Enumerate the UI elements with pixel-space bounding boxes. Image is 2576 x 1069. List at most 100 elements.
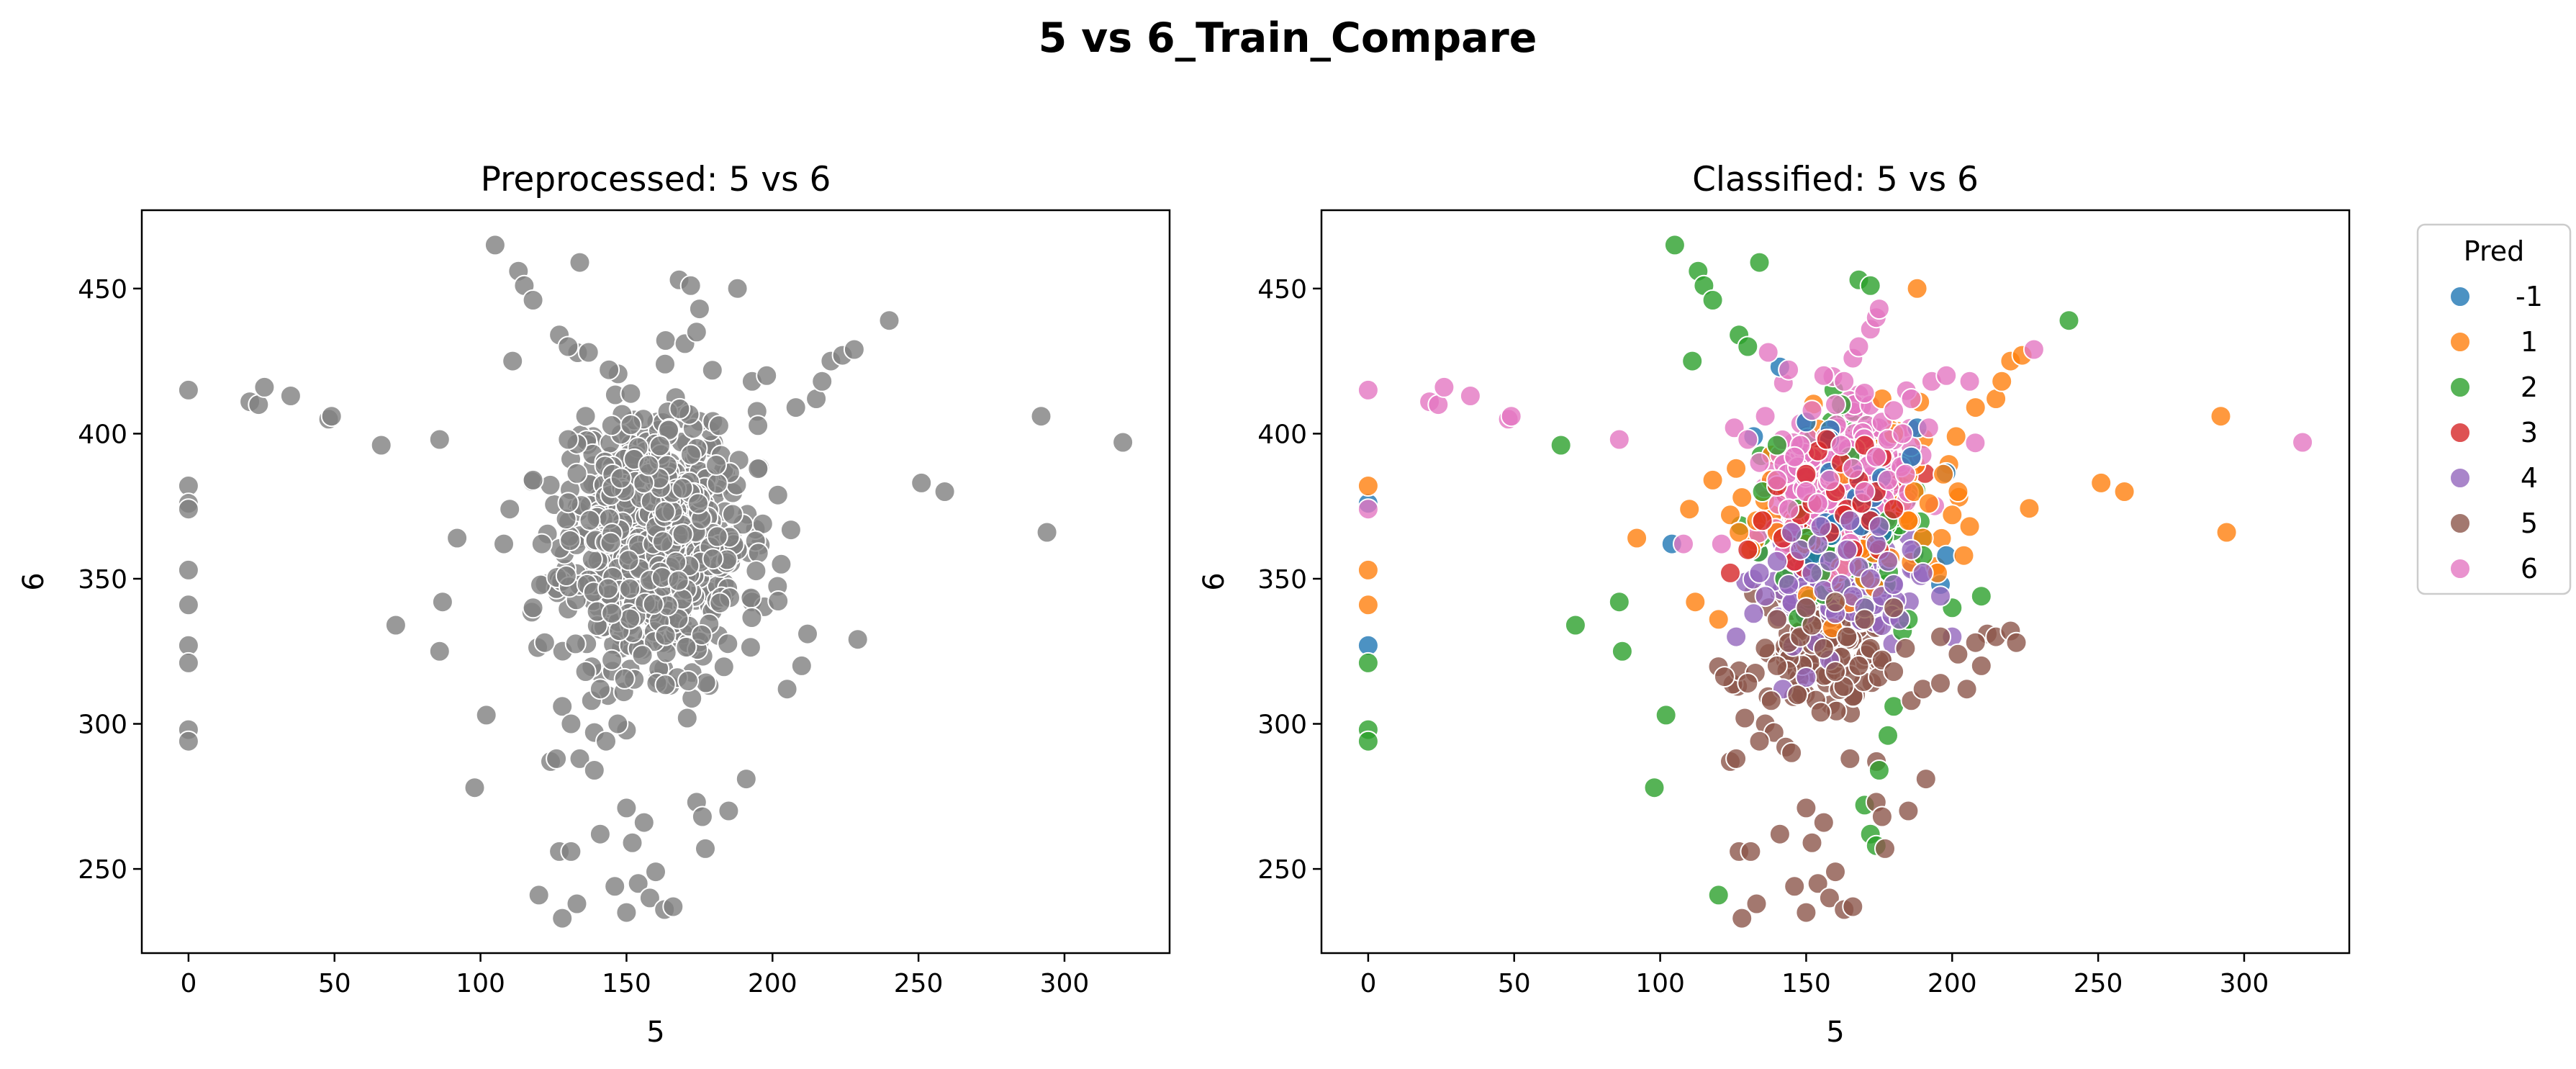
data-point xyxy=(638,887,661,909)
data-point xyxy=(569,251,591,274)
data-point xyxy=(672,523,694,545)
data-point-class-5 xyxy=(1956,678,1978,700)
data-point-class-1 xyxy=(1731,487,1753,509)
preprocessed-points xyxy=(177,234,1134,929)
data-point-class-6 xyxy=(1818,469,1840,491)
data-point xyxy=(560,840,582,862)
data-point xyxy=(557,428,579,451)
data-point xyxy=(648,435,671,457)
data-point xyxy=(177,498,199,520)
x-tick-label: 200 xyxy=(748,969,797,998)
data-point-class-4 xyxy=(1809,515,1832,538)
data-point xyxy=(484,234,506,256)
data-point xyxy=(687,492,709,515)
data-point-class-1 xyxy=(1725,457,1748,479)
y-tick-label: 400 xyxy=(1257,420,1307,449)
preprocessed-panel: Preprocessed: 5 vs 6 0 50 100 150 200 250 300 … xyxy=(17,160,1171,1049)
data-point xyxy=(577,341,600,364)
data-point xyxy=(709,592,731,614)
data-point xyxy=(431,591,453,613)
data-point-class-1 xyxy=(1728,521,1750,543)
y-tick-label: 250 xyxy=(78,855,127,885)
data-point xyxy=(589,823,611,845)
data-point xyxy=(878,310,900,332)
data-point-class-1 xyxy=(1707,608,1730,631)
y-tick-label: 400 xyxy=(78,420,127,449)
legend-marker-3 xyxy=(2449,422,2471,443)
data-point xyxy=(574,405,597,428)
data-point xyxy=(846,628,869,651)
legend-label-6: 6 xyxy=(2521,553,2538,585)
data-point xyxy=(618,549,640,572)
data-point-class-6 xyxy=(1757,341,1779,364)
data-point xyxy=(741,607,763,628)
data-point-class-6 xyxy=(1853,382,1876,404)
data-point-class-1 xyxy=(1964,397,1987,419)
preprocessed-x-ticks: 0 50 100 150 200 250 300 xyxy=(180,953,1089,998)
data-point xyxy=(428,428,451,451)
x-tick-label: 0 xyxy=(180,969,196,998)
data-point xyxy=(631,644,654,667)
data-point-class-2 xyxy=(1737,335,1759,358)
data-point xyxy=(253,376,276,398)
classified-panel: Classified: 5 vs 6 0 50 100 150 200 250 300 25… xyxy=(1198,160,2351,1049)
classified-points xyxy=(1357,234,2314,929)
data-point-class-5 xyxy=(1737,672,1759,695)
data-point-class-5 xyxy=(1947,643,1969,665)
legend-label-4: 4 xyxy=(2521,462,2538,494)
data-point-class-5 xyxy=(1839,747,1861,770)
data-point-class-4 xyxy=(1839,510,1861,532)
data-point xyxy=(718,800,740,822)
data-point xyxy=(522,597,544,619)
data-point-class-4 xyxy=(1859,568,1881,590)
data-point xyxy=(708,415,730,437)
data-point-class-5 xyxy=(1836,626,1858,648)
data-point-class-4 xyxy=(1748,561,1771,584)
figure-title: 5 vs 6_Train_Compare xyxy=(1039,14,1537,62)
data-point xyxy=(619,608,641,630)
data-point xyxy=(679,443,702,466)
x-tick-label: 0 xyxy=(1360,969,1376,998)
data-point-class-4 xyxy=(1781,521,1803,543)
data-point-class-2 xyxy=(1357,730,1379,752)
data-point xyxy=(555,565,577,587)
data-point xyxy=(747,415,769,437)
data-point xyxy=(551,907,574,929)
x-tick-label: 150 xyxy=(602,969,651,998)
data-point xyxy=(615,797,638,819)
data-point xyxy=(619,577,641,600)
x-tick-label: 100 xyxy=(1635,969,1685,998)
data-point-class-5 xyxy=(1818,887,1840,909)
legend-items: -1 1 2 3 4 5 6 xyxy=(2449,281,2543,585)
data-point-class-6 xyxy=(1766,469,1788,491)
data-point xyxy=(589,678,611,700)
data-point-class-2 xyxy=(1663,234,1686,256)
legend-marker-2 xyxy=(2449,376,2471,398)
data-point-class-2 xyxy=(1608,591,1630,613)
data-point xyxy=(583,759,605,781)
data-point-class-1 xyxy=(2018,497,2041,520)
data-point-class-5 xyxy=(1734,707,1756,729)
data-point-class-4 xyxy=(1836,538,1858,561)
y-tick-label: 300 xyxy=(78,711,127,740)
data-point-class-5 xyxy=(1795,797,1817,819)
data-point xyxy=(747,542,769,564)
data-point-class-6 xyxy=(1894,463,1917,485)
data-point-class-6 xyxy=(1853,481,1876,502)
data-point-class-2 xyxy=(1970,585,1992,608)
x-tick-label: 150 xyxy=(1781,969,1831,998)
data-point-class-2 xyxy=(1707,884,1730,906)
legend-label-3: 3 xyxy=(2521,417,2538,448)
x-tick-label: 200 xyxy=(1928,969,1977,998)
data-point-class-1 xyxy=(1357,559,1379,581)
classified-y-ticks: 250 300 350 400 450 xyxy=(1257,275,1321,885)
data-point-class-5 xyxy=(1745,893,1768,915)
data-point xyxy=(654,353,676,375)
data-point xyxy=(557,335,579,358)
data-point xyxy=(177,379,199,401)
data-point xyxy=(662,896,684,918)
data-point-class-5 xyxy=(1970,654,1992,677)
preprocessed-title: Preprocessed: 5 vs 6 xyxy=(481,160,831,199)
data-point xyxy=(767,590,790,612)
